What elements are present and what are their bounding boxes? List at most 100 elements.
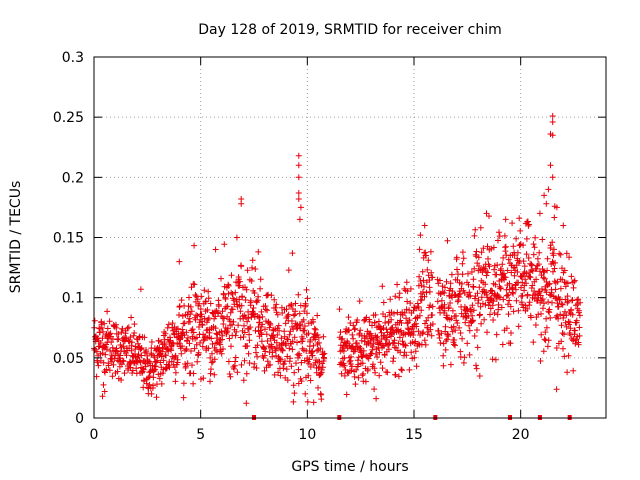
data-point [471,265,478,272]
data-point [129,367,136,374]
data-point [449,307,456,314]
data-point [484,243,491,250]
data-point [436,335,443,341]
data-point [513,297,520,304]
data-point [352,325,359,332]
data-point [225,282,232,289]
data-point [352,381,359,388]
data-point [120,358,127,365]
data-point [549,239,556,246]
data-point [442,284,448,291]
data-point [111,355,118,362]
data-point [421,337,428,344]
data-point [346,327,352,334]
data-point [501,232,508,239]
data-point [312,326,319,333]
data-point [258,308,265,315]
data-point [525,255,532,261]
data-point [208,366,214,373]
data-point [467,292,474,299]
data-point [150,374,157,381]
data-point [191,345,198,352]
data-point [319,364,326,371]
data-point [381,352,388,359]
data-point [459,271,466,278]
data-point [306,356,313,363]
data-point [396,334,403,341]
data-point [205,345,212,352]
data-point [406,366,413,373]
data-point [238,263,245,270]
data-point [224,325,231,332]
data-point [254,342,261,349]
data-point [530,251,537,258]
data-point [564,293,571,300]
data-point [321,350,328,357]
data-point [295,162,302,169]
data-point [478,249,485,256]
data-point [539,286,545,292]
data-point [469,312,476,319]
data-point [153,394,160,401]
data-point [420,329,427,336]
data-point [180,380,187,387]
data-point [385,346,392,353]
data-point [365,355,372,362]
data-point [472,226,479,233]
data-point [563,312,570,319]
data-point [273,309,280,316]
data-point [530,339,537,346]
data-point [136,333,143,340]
data-point [299,335,306,342]
data-point [492,281,499,288]
data-point [118,377,125,383]
data-point [426,288,433,295]
data-point [178,297,185,304]
data-point [514,249,521,256]
data-point [514,269,521,275]
data-point [537,292,544,299]
data-point [371,319,378,326]
data-point [524,291,531,298]
data-point [388,316,395,323]
data-point [188,284,195,291]
data-point [557,311,564,318]
data-point [99,393,106,400]
data-point [487,305,494,312]
data-point [192,292,199,298]
data-point [304,295,311,302]
data-point [300,316,307,323]
data-point [224,303,231,310]
data-point [443,278,450,285]
data-point [566,319,573,326]
data-point [372,369,379,376]
data-point [195,349,202,356]
x-axis-label: GPS time / hours [291,459,408,475]
data-point [245,315,252,322]
data-point [229,306,236,313]
data-point [556,296,563,303]
data-point [416,312,423,319]
data-point [271,371,278,378]
data-point [526,299,533,306]
data-point [551,246,557,253]
data-point [242,297,249,303]
data-point [564,369,571,376]
data-point [215,303,222,310]
data-point [520,258,527,265]
data-point [570,284,577,291]
data-point [539,236,546,243]
data-point [288,363,295,370]
data-point [257,285,264,292]
data-point [249,257,256,264]
data-point [315,334,322,341]
data-point [466,327,473,334]
data-point [511,272,518,279]
data-point [577,299,584,306]
data-point [137,286,144,293]
data-point [93,373,100,380]
data-point [460,255,467,262]
data-point [235,322,242,329]
data-point [310,342,317,349]
data-point [165,321,172,328]
